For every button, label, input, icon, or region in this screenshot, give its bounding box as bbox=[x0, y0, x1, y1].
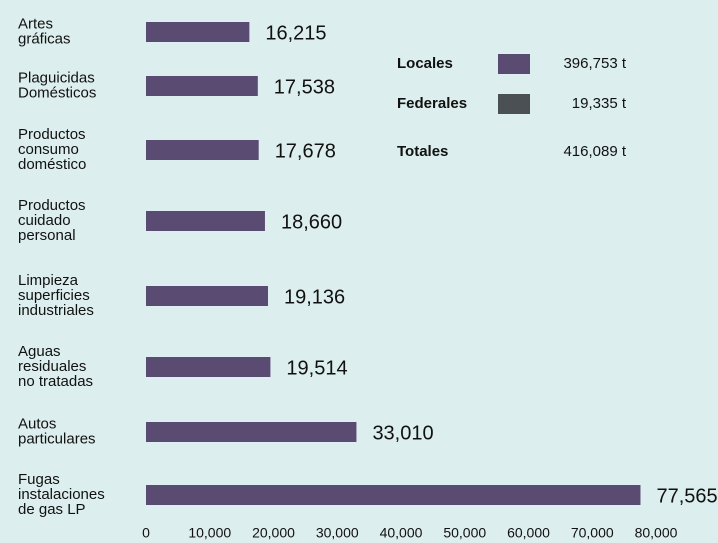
legend-label: Totales bbox=[397, 143, 448, 160]
y-tick-label: Productos consumo doméstico bbox=[18, 126, 86, 173]
x-tick-label: 60,000 bbox=[507, 525, 550, 541]
y-tick-label: Aguas residuales no tratadas bbox=[18, 343, 93, 390]
bar bbox=[146, 286, 268, 306]
x-tick-label: 10,000 bbox=[188, 525, 231, 541]
x-tick-label: 20,000 bbox=[252, 525, 295, 541]
y-tick-label: Artes gráficas bbox=[18, 15, 71, 47]
bar bbox=[146, 22, 250, 42]
data-label: 33,010 bbox=[372, 422, 433, 444]
x-tick-label: 0 bbox=[142, 525, 150, 541]
bar bbox=[146, 485, 641, 505]
y-tick-label: Limpieza superficies industriales bbox=[18, 272, 94, 319]
x-tick-label: 30,000 bbox=[316, 525, 359, 541]
x-tick-label: 40,000 bbox=[380, 525, 423, 541]
data-label: 17,538 bbox=[274, 76, 335, 98]
legend-label: Federales bbox=[397, 95, 467, 112]
legend-swatch bbox=[498, 54, 530, 74]
data-label: 77,565 bbox=[656, 485, 717, 507]
legend-label: Locales bbox=[397, 55, 453, 72]
bar bbox=[146, 140, 259, 160]
y-tick-label: Productos cuidado personal bbox=[18, 197, 86, 244]
data-label: 19,514 bbox=[286, 357, 347, 379]
x-tick-label: 50,000 bbox=[443, 525, 486, 541]
y-tick-label: Fugas instalaciones de gas LP bbox=[18, 471, 105, 518]
legend-value: 19,335 t bbox=[572, 95, 627, 112]
y-tick-label: Autos particulares bbox=[18, 415, 96, 447]
data-label: 19,136 bbox=[284, 286, 345, 308]
y-tick-label: Plaguicidas Domésticos bbox=[18, 69, 96, 101]
bar bbox=[146, 211, 265, 231]
bar bbox=[146, 357, 271, 377]
data-label: 18,660 bbox=[281, 211, 342, 233]
bar bbox=[146, 422, 357, 442]
x-tick-label: 70,000 bbox=[571, 525, 614, 541]
legend-value: 416,089 t bbox=[563, 143, 626, 160]
data-label: 16,215 bbox=[265, 22, 326, 44]
x-tick-label: 80,000 bbox=[635, 525, 678, 541]
legend-value: 396,753 t bbox=[563, 55, 626, 72]
bar bbox=[146, 76, 258, 96]
data-label: 17,678 bbox=[275, 140, 336, 162]
legend-swatch bbox=[498, 94, 530, 114]
